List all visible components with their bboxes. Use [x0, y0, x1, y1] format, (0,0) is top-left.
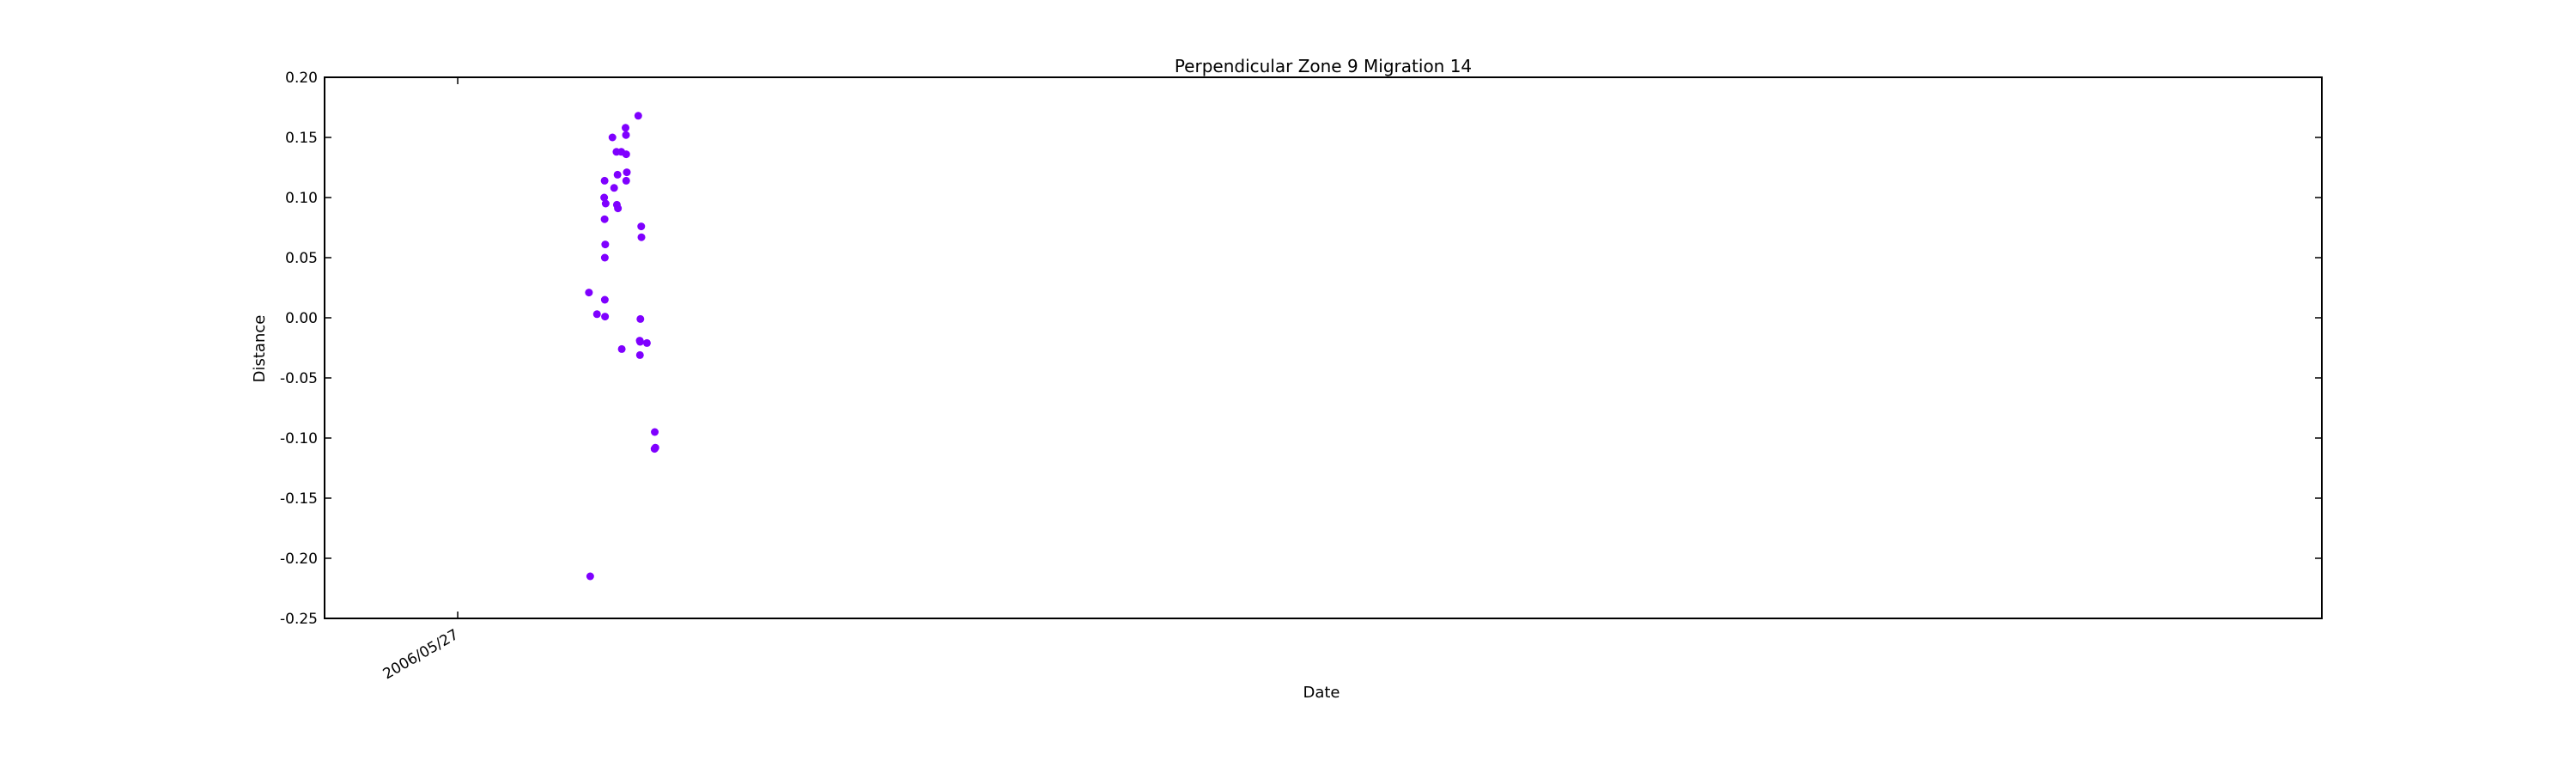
data-point: [613, 170, 622, 179]
plot-area: [324, 76, 2323, 619]
data-point: [651, 428, 659, 436]
chart-title: Perpendicular Zone 9 Migration 14: [1175, 56, 1472, 76]
y-tick-label: -0.05: [280, 370, 318, 387]
y-tick-label: -0.10: [280, 430, 318, 447]
y-axis: 0.20 0.15 0.10 0.05 0.00 -0.05 -0.10 -0.15 -0.20…: [280, 70, 2322, 628]
y-tick-label: 0.10: [285, 190, 318, 207]
data-point: [622, 176, 630, 185]
data-point: [600, 295, 609, 304]
data-point: [623, 168, 631, 177]
data-points: [585, 112, 659, 581]
data-point: [586, 572, 594, 581]
data-point: [617, 344, 626, 353]
y-tick-label: 0.05: [285, 250, 318, 267]
data-point: [637, 233, 646, 241]
data-point: [636, 338, 645, 346]
data-point: [600, 253, 609, 262]
y-tick-label: 0.15: [285, 130, 318, 147]
data-point: [651, 443, 659, 452]
data-point: [600, 193, 609, 202]
data-point: [585, 289, 593, 297]
data-point: [601, 240, 610, 249]
y-tick-label: 0.20: [285, 70, 318, 87]
y-tick-label: -0.15: [280, 490, 318, 508]
data-point: [622, 150, 630, 159]
data-point: [634, 112, 642, 120]
data-point: [636, 314, 645, 323]
data-point: [601, 313, 610, 321]
data-point: [622, 131, 630, 139]
data-point: [601, 199, 610, 208]
data-point: [614, 204, 623, 213]
data-point: [610, 184, 618, 192]
y-tick-label: -0.25: [280, 611, 318, 628]
y-tick-label: 0.00: [285, 310, 318, 327]
data-point: [600, 215, 609, 223]
data-point: [600, 176, 609, 185]
data-point: [642, 338, 651, 347]
data-point: [592, 310, 601, 319]
data-point: [608, 133, 617, 142]
y-axis-label: Distance: [251, 315, 269, 383]
data-point: [637, 222, 646, 231]
y-tick-label: -0.20: [280, 551, 318, 568]
data-point: [635, 350, 644, 359]
x-axis-label: Date: [1303, 684, 1340, 702]
data-point: [622, 124, 630, 132]
x-tick-label: 2006/05/27: [380, 626, 462, 683]
